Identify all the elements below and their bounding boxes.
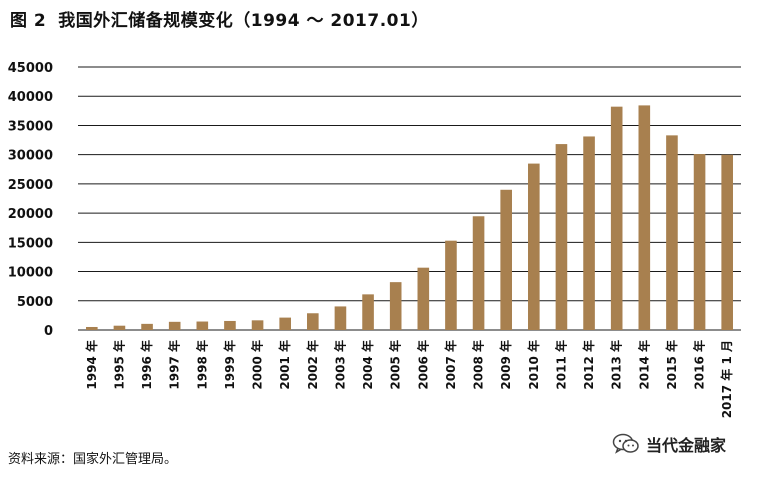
x-tick-label: 1994 年 xyxy=(84,340,99,390)
x-tick-label: 2002 年 xyxy=(305,340,320,390)
x-tick-label: 2003 年 xyxy=(332,340,347,390)
y-tick-label: 40000 xyxy=(8,90,53,105)
source-note: 资料来源：国家外汇管理局。 xyxy=(8,452,178,467)
x-tick-label: 2014 年 xyxy=(636,340,651,390)
y-tick-label: 30000 xyxy=(8,149,53,164)
y-tick-label: 35000 xyxy=(8,119,53,134)
x-tick-label: 2008 年 xyxy=(471,340,486,390)
y-tick-label: 10000 xyxy=(8,266,53,281)
x-tick-label: 2011 年 xyxy=(553,340,568,390)
bar xyxy=(251,320,264,330)
y-tick-label: 0 xyxy=(44,324,53,339)
bar xyxy=(638,105,651,330)
bar xyxy=(113,325,126,330)
watermark: 当代金融家 xyxy=(612,432,726,456)
x-tick-label: 1997 年 xyxy=(167,340,182,390)
bar xyxy=(196,321,209,330)
bar xyxy=(472,216,485,330)
bar xyxy=(362,294,374,330)
bar xyxy=(666,135,678,330)
watermark-text: 当代金融家 xyxy=(646,436,727,455)
x-tick-label: 2010 年 xyxy=(526,340,541,390)
x-tick-label: 2006 年 xyxy=(415,340,430,390)
bar xyxy=(528,163,540,330)
bar xyxy=(500,189,512,330)
bar xyxy=(224,320,236,330)
x-tick-label: 2015 年 xyxy=(664,340,679,390)
x-tick-label: 2001 年 xyxy=(277,340,292,390)
bar xyxy=(141,323,153,330)
x-tick-label: 2009 年 xyxy=(498,340,513,390)
bar xyxy=(583,136,595,330)
x-tick-label: 1999 年 xyxy=(222,340,237,390)
y-tick-label: 45000 xyxy=(8,61,53,76)
y-tick-label: 5000 xyxy=(17,295,53,310)
bar xyxy=(86,326,98,330)
bar xyxy=(279,317,291,330)
x-tick-label: 2007 年 xyxy=(443,340,458,390)
x-tick-label: 2004 年 xyxy=(360,340,375,390)
bar xyxy=(168,321,181,330)
wechat-icon xyxy=(612,433,639,454)
y-tick-label: 25000 xyxy=(8,178,53,193)
title-text: 我国外汇储备规模变化（1994 ～ 2017.01） xyxy=(58,11,429,31)
x-tick-label: 2012 年 xyxy=(581,340,596,390)
figure-label: 图 2 xyxy=(10,11,47,31)
x-tick-label: 1995 年 xyxy=(111,340,126,390)
y-tick-label: 20000 xyxy=(8,207,53,222)
bar xyxy=(555,144,568,330)
bar xyxy=(445,240,457,330)
x-tick-label: 2017 年 1 月 xyxy=(719,340,734,418)
bar xyxy=(693,154,706,330)
bar xyxy=(307,313,319,330)
x-tick-label: 1998 年 xyxy=(194,340,209,390)
x-tick-label: 2005 年 xyxy=(388,340,403,390)
x-tick-label: 1996 年 xyxy=(139,340,154,390)
y-tick-label: 15000 xyxy=(8,236,53,251)
bar xyxy=(721,154,733,330)
bar xyxy=(334,306,347,330)
bar xyxy=(610,106,623,330)
x-tick-label: 2000 年 xyxy=(250,340,265,390)
x-tick-label: 2016 年 xyxy=(692,340,707,390)
bar xyxy=(389,282,402,330)
chart-title: 图 2 我国外汇储备规模变化（1994 ～ 2017.01） xyxy=(10,6,429,31)
bar xyxy=(417,267,430,330)
x-tick-label: 2013 年 xyxy=(609,340,624,390)
